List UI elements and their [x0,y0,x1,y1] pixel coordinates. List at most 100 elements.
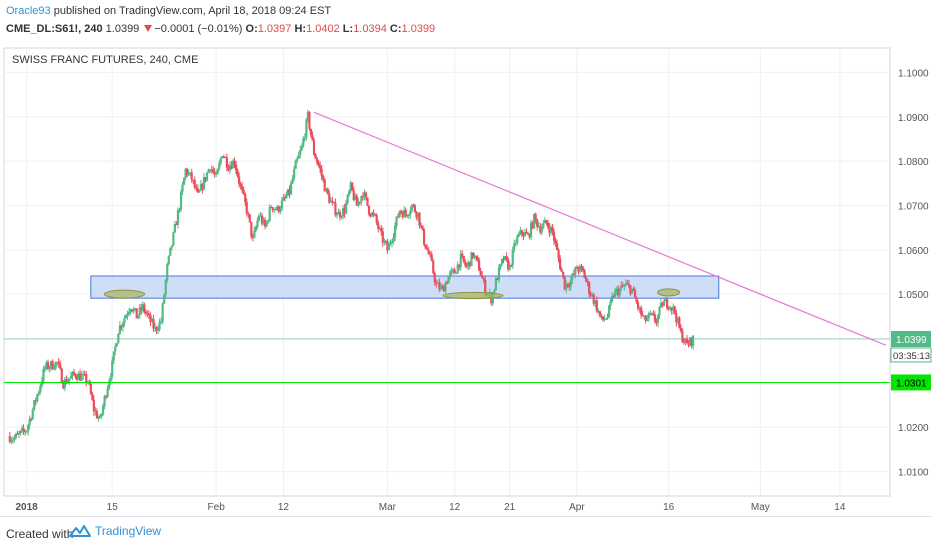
candle-body-up [178,209,181,211]
open-value: 1.0397 [257,23,292,35]
price-axis[interactable]: 1.10001.09001.08001.07001.06001.05001.04… [890,68,932,479]
candle-body-down [79,373,82,381]
candle-body-up [378,228,381,230]
candle-body-down [314,154,317,159]
x-tick-label: 12 [449,502,461,513]
symbol-label[interactable]: CME_DL:S61!, 240 [6,23,103,35]
chart-title: SWISS FRANC FUTURES, 240, CME [12,54,198,66]
candle-body-down [358,201,361,203]
plot-frame [3,47,891,497]
candle-body-up [494,278,498,291]
candle-body-down [224,157,227,159]
time-axis[interactable]: 2018 15 Feb 12 Mar 12 21 Apr 16 May 14 [15,502,845,513]
candle-body-down [525,232,528,234]
candle-body-up [688,337,692,346]
candle-body-down [555,243,559,250]
candle-body-down [213,172,216,175]
candle-body-up [262,219,265,224]
highlight-ellipse[interactable] [657,288,681,297]
candle-body-up [529,222,533,238]
candle-body-up [305,119,308,138]
candle-body-down [186,168,189,175]
candle-body-down [589,293,592,296]
candle-body-down [83,374,86,376]
candle-body-up [383,240,386,243]
candle-body-up [176,209,180,226]
candle-body-down [566,283,569,287]
candle-body-up [126,314,129,316]
candle-body-up [565,283,568,290]
candle-body-down [65,379,68,384]
candle-body-up [392,237,395,242]
candle-body-down [471,252,475,258]
chart-drawings [4,111,890,383]
candle-body-up [282,197,285,201]
y-tick-label: 1.0200 [898,423,929,434]
candle-body-up [106,388,109,397]
candle-body-up [407,214,410,216]
candle-body-down [193,180,196,188]
tradingview-link[interactable]: TradingView [69,524,161,538]
support-price-tag-label: 1.0301 [896,378,927,389]
candle-body-down [308,112,311,129]
candle-body-up [49,361,53,368]
candle-body-up [27,425,30,432]
candle-body-up [20,428,24,431]
candle-body-down [22,428,25,431]
price-chart[interactable]: SWISS FRANC FUTURES, 240, CME 1.1000 1.09… [0,44,932,516]
candle-body-up [630,288,634,294]
x-tick-label: 2018 [15,502,38,513]
candle-body-up [649,313,652,315]
candle-body-up [134,308,137,310]
candle-body-down [364,192,368,198]
candle-body-down [617,288,620,296]
candle-body-down [244,193,247,203]
candle-body-down [143,304,146,312]
candle-body-up [289,183,293,195]
candle-body-up [68,378,71,381]
candle-body-up [115,343,118,347]
candle-body-down [146,313,149,315]
candle-body-up [514,242,517,244]
candle-body-up [503,256,507,261]
candle-body-up [198,190,201,193]
candle-body-down [644,315,647,321]
candle-body-down [366,197,369,206]
candle-body-up [302,138,305,146]
candle-body-down [510,264,513,266]
author-link[interactable]: Oracle93 [6,5,51,17]
candle-body-down [627,283,631,286]
last-price-tag-label: 1.0399 [896,335,927,346]
candle-body-down [595,300,598,312]
candle-body-down [418,212,421,226]
x-tick-label: 12 [278,502,290,513]
candle-body-down [352,190,355,200]
candle-body-down [641,314,644,316]
highlight-ellipse[interactable] [103,289,146,299]
candle-body-down [195,187,198,189]
candle-body-up [470,252,473,267]
candle-body-down [435,282,438,284]
candle-body-down [430,254,433,261]
resistance-trendline[interactable] [313,111,886,346]
candle-body-down [338,212,342,218]
candle-body-down [551,226,554,232]
candle-body-down [201,184,204,190]
candle-body-up [37,391,40,395]
candle-body-up [643,315,646,317]
candle-body-down [234,164,238,171]
candle-body-down [445,282,449,284]
candle-body-up [291,178,294,184]
candle-body-down [283,197,287,199]
highlight-ellipse[interactable] [442,291,504,300]
chart-header: Oracle93 published on TradingView.com, A… [0,0,932,44]
candle-body-up [259,215,262,217]
candle-body-down [89,383,92,394]
resistance-zone[interactable] [90,275,720,299]
candle-body-down [309,128,313,136]
candle-body-up [101,405,105,414]
candle-body-down [277,206,280,212]
candle-body-up [40,381,44,386]
candle-body-up [436,282,439,284]
candle-body-down [317,162,320,166]
